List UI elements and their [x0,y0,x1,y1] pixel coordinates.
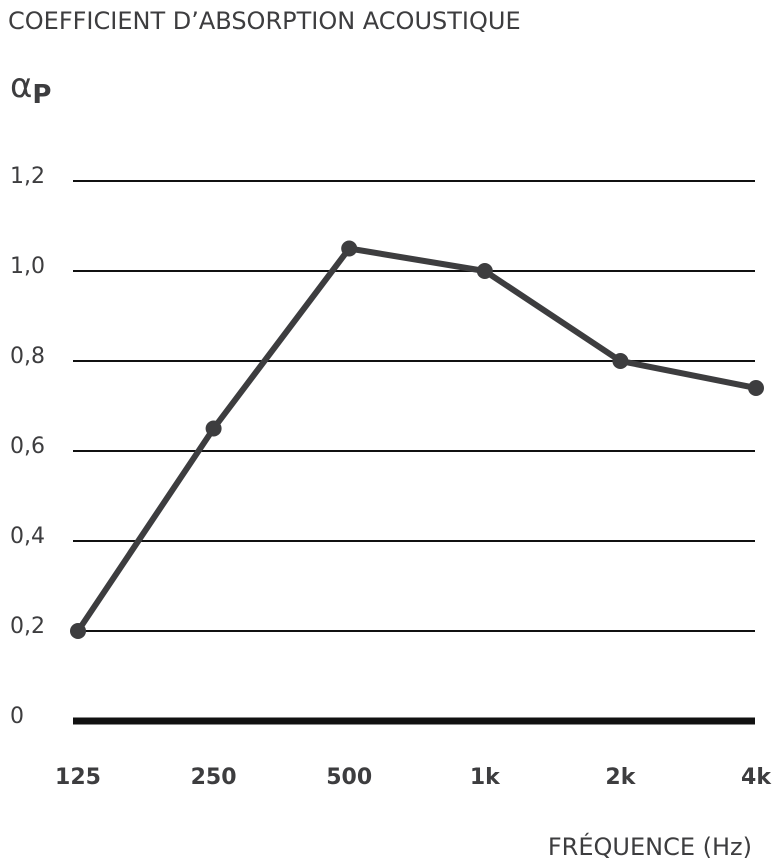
y-tick-label: 0,6 [10,434,45,459]
y-tick-label: 0,8 [10,344,45,369]
y-tick-label: 0,2 [10,614,45,639]
y-axis-label: αP [10,66,51,110]
data-point [341,240,358,257]
data-point [612,353,629,369]
y-tick-label: 1,0 [10,254,45,279]
x-tick-label: 4k [741,765,772,790]
y-label-symbol: α [10,66,32,106]
chart-title: COEFFICIENT D’ABSORPTION ACOUSTIQUE [8,7,521,35]
x-tick-label: 1k [470,765,501,790]
y-tick-label: 0,4 [10,524,45,549]
x-tick-label: 250 [191,765,237,790]
x-tick-label: 125 [55,765,101,790]
y-tick-label: 0 [10,704,24,729]
y-label-subscript: P [32,80,51,110]
x-tick-label: 500 [326,765,372,790]
x-tick-label: 2k [605,765,636,790]
data-point [748,380,764,396]
data-point [476,263,493,279]
x-axis-label: FRÉQUENCE (Hz) [548,832,752,861]
y-tick-label: 1,2 [10,164,45,189]
data-point [70,623,86,639]
data-point [205,420,222,437]
data-line [75,245,757,633]
